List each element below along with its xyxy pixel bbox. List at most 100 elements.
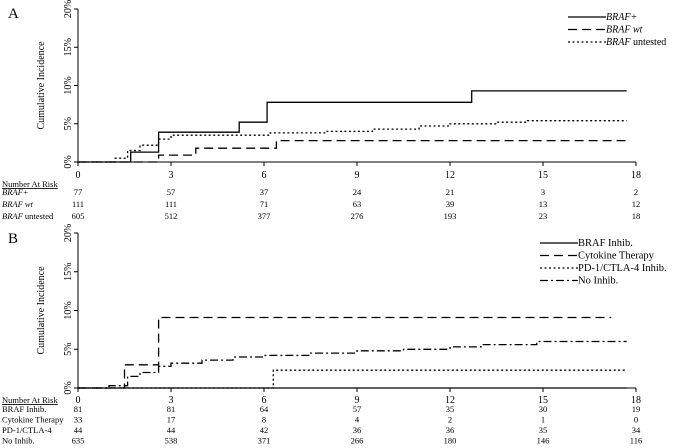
risk-row-label: PD-1/CTLA-4	[2, 425, 52, 435]
y-tick-label: 10%	[63, 301, 74, 319]
risk-value: 193	[444, 211, 457, 221]
risk-value: 0	[634, 415, 638, 425]
x-tick-label: 6	[262, 395, 267, 406]
legend-label: BRAF+	[606, 12, 637, 23]
risk-value: 371	[258, 436, 271, 446]
x-tick-label: 3	[169, 170, 174, 181]
y-tick-label: 5%	[63, 117, 74, 130]
risk-value: 30	[539, 404, 548, 414]
risk-value: 36	[353, 425, 362, 435]
x-tick-label: 18	[631, 395, 641, 406]
risk-row-label: BRAF untested	[2, 211, 54, 221]
risk-value: 34	[632, 425, 641, 435]
risk-value: 13	[539, 199, 548, 209]
y-tick-label: 0%	[63, 381, 74, 394]
risk-value: 44	[74, 425, 83, 435]
risk-value: 538	[165, 436, 178, 446]
risk-value: 8	[262, 415, 266, 425]
y-tick-label: 20%	[63, 224, 74, 242]
risk-row-label: BRAF+	[2, 187, 29, 197]
risk-value: 33	[74, 415, 83, 425]
x-tick-label: 0	[76, 395, 81, 406]
risk-value: 36	[446, 425, 455, 435]
y-tick-label: 15%	[63, 263, 74, 281]
risk-value: 63	[353, 199, 362, 209]
series-line-2	[78, 316, 612, 389]
risk-value: 146	[537, 436, 550, 446]
panel-label: A	[8, 6, 19, 22]
panel-label: B	[8, 231, 18, 247]
x-tick-label: 0	[76, 170, 81, 181]
risk-row-label: Cytokine Therapy	[2, 415, 64, 425]
risk-value: 24	[353, 187, 362, 197]
series-line-4	[78, 340, 627, 389]
legend-label: No Inhib.	[578, 276, 618, 287]
risk-value: 81	[74, 404, 83, 414]
legend-label: BRAF untested	[606, 37, 666, 48]
risk-row-label: BRAF Inhib.	[2, 404, 46, 414]
y-axis-label: Cumulative Incidence	[36, 41, 47, 130]
risk-value: 35	[446, 404, 455, 414]
legend-label: BRAF wt	[606, 25, 643, 36]
risk-value: 37	[260, 187, 269, 197]
x-tick-label: 3	[169, 395, 174, 406]
x-tick-label: 9	[355, 395, 360, 406]
risk-value: 35	[539, 425, 548, 435]
risk-value: 377	[258, 211, 271, 221]
risk-value: 111	[72, 199, 84, 209]
risk-value: 17	[167, 415, 176, 425]
risk-value: 18	[632, 211, 641, 221]
x-tick-label: 6	[262, 170, 267, 181]
x-tick-label: 12	[445, 395, 455, 406]
risk-value: 635	[72, 436, 85, 446]
risk-value: 3	[541, 187, 545, 197]
risk-row-label: No Inhib.	[2, 436, 35, 446]
series-line-2	[78, 139, 627, 163]
series-line-3	[78, 120, 627, 163]
y-tick-label: 0%	[63, 155, 74, 168]
risk-value: 71	[260, 199, 269, 209]
risk-value: 276	[351, 211, 364, 221]
y-tick-label: 5%	[63, 343, 74, 356]
risk-table-title: Number At Risk	[2, 179, 58, 189]
risk-value: 42	[260, 425, 269, 435]
y-tick-label: 15%	[63, 38, 74, 56]
legend-label: BRAF Inhib.	[578, 238, 633, 249]
y-tick-label: 20%	[63, 0, 74, 18]
x-tick-label: 9	[355, 170, 360, 181]
risk-value: 64	[260, 404, 269, 414]
risk-value: 44	[167, 425, 176, 435]
risk-value: 23	[539, 211, 548, 221]
risk-table-title: Number At Risk	[2, 395, 58, 405]
risk-value: 1	[541, 415, 545, 425]
risk-value: 81	[167, 404, 176, 414]
x-tick-label: 12	[445, 170, 455, 181]
risk-value: 4	[355, 415, 360, 425]
legend-label: PD-1/CTLA-4 Inhib.	[578, 263, 667, 274]
risk-row-label: BRAF wt	[2, 199, 34, 209]
risk-value: 266	[351, 436, 364, 446]
y-tick-label: 10%	[63, 76, 74, 94]
risk-value: 116	[630, 436, 642, 446]
legend-label: Cytokine Therapy	[578, 251, 655, 262]
x-tick-label: 15	[538, 395, 548, 406]
x-tick-label: 18	[631, 170, 641, 181]
risk-value: 2	[448, 415, 452, 425]
risk-value: 21	[446, 187, 455, 197]
risk-value: 12	[632, 199, 641, 209]
risk-value: 512	[165, 211, 178, 221]
risk-value: 39	[446, 199, 455, 209]
risk-value: 111	[165, 199, 177, 209]
risk-value: 180	[444, 436, 457, 446]
series-line-1	[78, 90, 627, 163]
risk-value: 19	[632, 404, 641, 414]
y-axis-label: Cumulative Incidence	[36, 266, 47, 355]
risk-value: 57	[167, 187, 176, 197]
x-tick-label: 15	[538, 170, 548, 181]
risk-value: 77	[74, 187, 83, 197]
risk-value: 605	[72, 211, 85, 221]
series-line-3	[78, 369, 627, 389]
risk-value: 2	[634, 187, 638, 197]
risk-value: 57	[353, 404, 362, 414]
